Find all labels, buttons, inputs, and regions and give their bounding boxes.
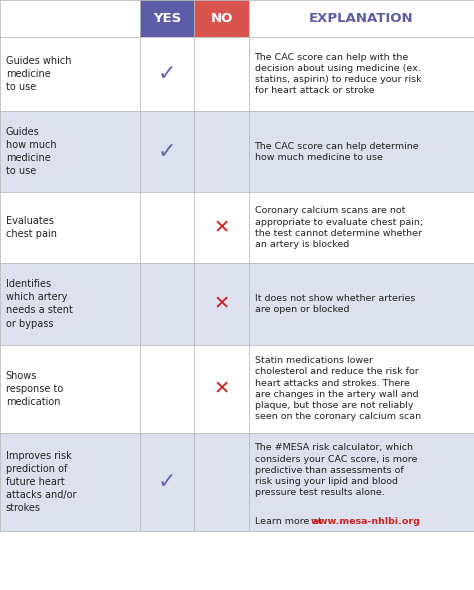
Text: Guides
how much
medicine
to use: Guides how much medicine to use: [6, 127, 56, 176]
Text: The #MESA risk calculator, which
considers your CAC score, is more
predictive th: The #MESA risk calculator, which conside…: [255, 443, 417, 497]
Text: Evaluates
chest pain: Evaluates chest pain: [6, 216, 57, 240]
Text: ✕: ✕: [213, 379, 230, 398]
Text: Improves risk
prediction of
future heart
attacks and/or
strokes: Improves risk prediction of future heart…: [6, 451, 76, 513]
Text: ✓: ✓: [158, 64, 176, 84]
Bar: [0, 345, 474, 433]
Text: Coronary calcium scans are not
appropriate to evaluate chest pain;
the test cann: Coronary calcium scans are not appropria…: [255, 206, 423, 249]
Text: ✕: ✕: [213, 218, 230, 237]
Bar: [194, 0, 249, 37]
Text: ✓: ✓: [158, 142, 176, 162]
Text: www.mesa-nhlbi.org: www.mesa-nhlbi.org: [310, 517, 420, 526]
Text: Statin medications lower
cholesterol and reduce the risk for
heart attacks and s: Statin medications lower cholesterol and…: [255, 356, 420, 421]
Bar: [140, 0, 194, 37]
Text: YES: YES: [153, 12, 181, 25]
Text: NO: NO: [210, 12, 233, 25]
Text: The CAC score can help determine
how much medicine to use: The CAC score can help determine how muc…: [255, 142, 419, 162]
Text: Learn more at: Learn more at: [255, 517, 325, 526]
Bar: [0, 192, 474, 263]
Text: Guides which
medicine
to use: Guides which medicine to use: [6, 56, 71, 92]
Text: EXPLANATION: EXPLANATION: [309, 12, 414, 25]
Bar: [0, 37, 474, 111]
Text: ✓: ✓: [158, 472, 176, 492]
Text: The CAC score can help with the
decision about using medicine (ex.
statins, aspi: The CAC score can help with the decision…: [255, 53, 421, 96]
Text: Identifies
which artery
needs a stent
or bypass: Identifies which artery needs a stent or…: [6, 279, 73, 329]
Text: It does not show whether arteries
are open or blocked: It does not show whether arteries are op…: [255, 294, 415, 314]
Bar: [0, 433, 474, 531]
Bar: [0, 263, 474, 345]
Text: ✕: ✕: [213, 294, 230, 313]
Text: Shows
response to
medication: Shows response to medication: [6, 371, 63, 407]
Bar: [0, 111, 474, 192]
